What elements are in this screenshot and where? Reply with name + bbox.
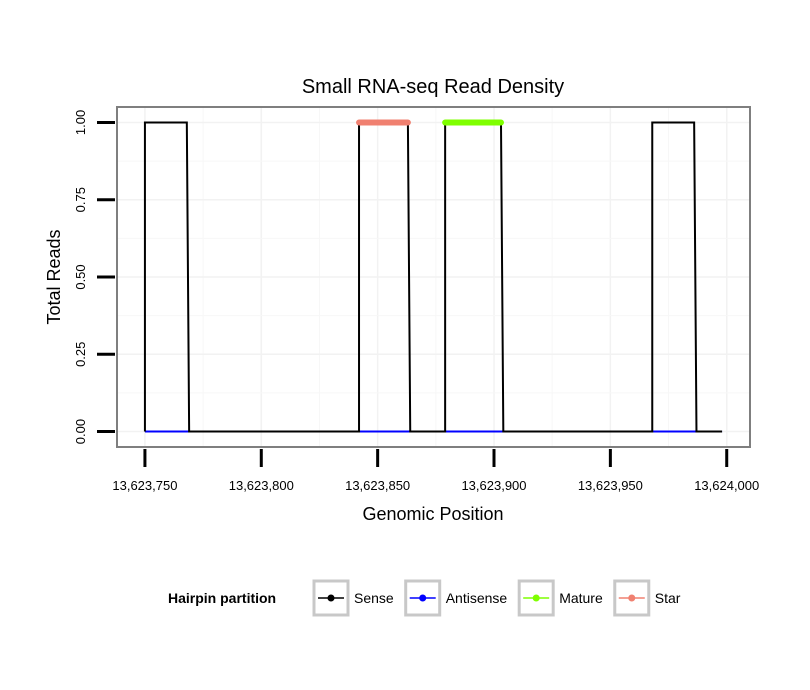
series-layer (143, 119, 723, 433)
grid-lines (117, 107, 750, 447)
y-axis-label: Total Reads (44, 229, 64, 324)
y-tick-label: 0.25 (73, 342, 88, 367)
y-tick-label: 0.75 (73, 187, 88, 212)
legend: Hairpin partition Sense Antisense Mature St… (168, 579, 681, 617)
y-tick-label: 0.50 (73, 264, 88, 289)
legend-key-point (327, 594, 335, 602)
series-line-sense (143, 121, 723, 433)
y-axis-ticks: 0.00 0.25 0.50 0.75 1.00 (73, 110, 115, 444)
chart-title: Small RNA-seq Read Density (302, 76, 564, 98)
x-tick-label: 13,623,950 (578, 478, 643, 493)
y-tick-label: 0.00 (73, 419, 88, 444)
legend-label-sense: Sense (354, 590, 394, 606)
x-tick-label: 13,623,850 (345, 478, 410, 493)
legend-label-antisense: Antisense (446, 590, 508, 606)
legend-title: Hairpin partition (168, 590, 276, 606)
y-tick-label: 1.00 (73, 110, 88, 135)
x-tick-label: 13,623,800 (229, 478, 294, 493)
x-tick-label: 13,623,900 (461, 478, 526, 493)
x-tick-label: 13,624,000 (694, 478, 759, 493)
legend-key-point (419, 594, 427, 602)
x-axis-label: Genomic Position (362, 504, 503, 524)
x-axis-ticks: 13,623,750 13,623,800 13,623,850 13,623,900… (112, 449, 759, 493)
legend-label-mature: Mature (559, 590, 603, 606)
x-tick-label: 13,623,750 (112, 478, 177, 493)
legend-key-point (628, 594, 636, 602)
legend-label-star: Star (655, 590, 681, 606)
plot-panel-border (116, 106, 751, 448)
legend-key-point (532, 594, 540, 602)
